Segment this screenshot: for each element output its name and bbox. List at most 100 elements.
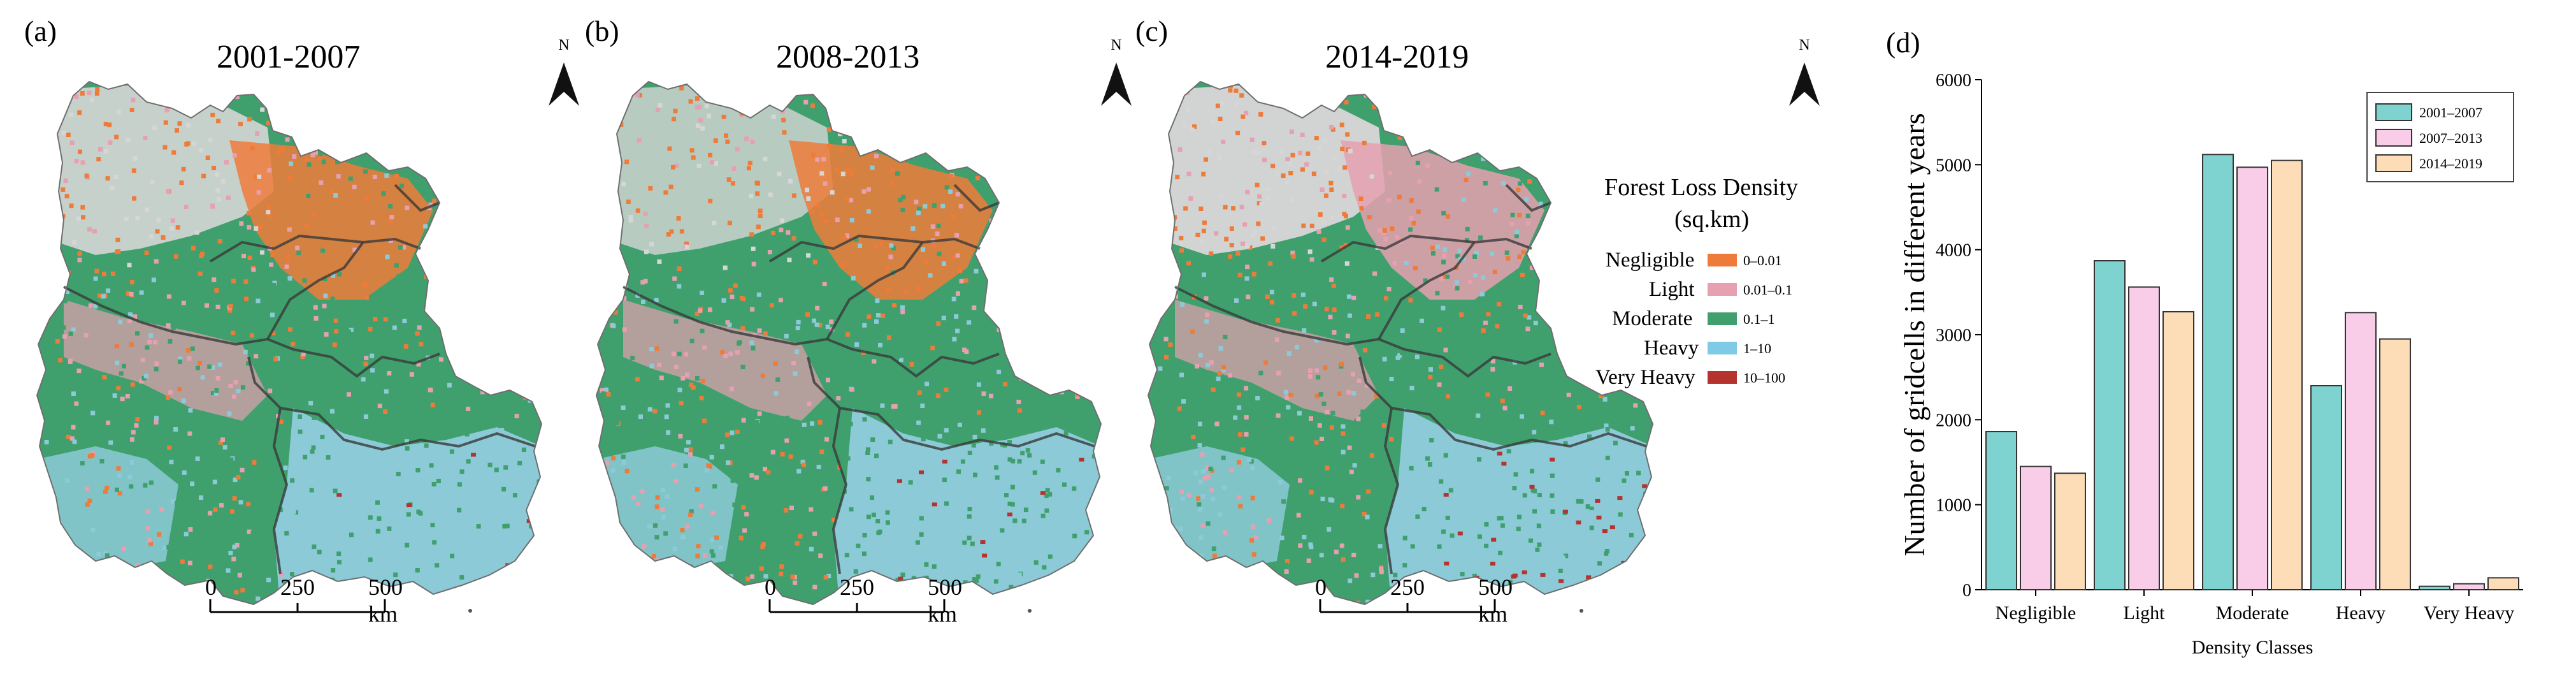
map-pixel (751, 246, 756, 251)
map-pixel (689, 383, 694, 388)
map-pixel (1309, 416, 1313, 421)
map-pixel (1249, 411, 1255, 416)
map-pixel (87, 570, 92, 575)
map-pixel (389, 215, 394, 220)
map-pixel (1176, 549, 1181, 554)
map-pixel (1257, 194, 1262, 199)
map-pixel (1220, 101, 1225, 106)
map-pixel (750, 140, 755, 145)
map-pixel (148, 272, 154, 277)
map-pixel (1347, 445, 1352, 450)
north-arrow-icon (1101, 62, 1132, 106)
map-pixel (1428, 559, 1433, 564)
map-pixel (1498, 550, 1503, 555)
map-pixel (700, 126, 705, 131)
map-pixel (733, 283, 738, 288)
map-pixel (1507, 386, 1513, 391)
map-pixel (477, 595, 481, 600)
map-pixel (1242, 222, 1248, 227)
map-pixel (1168, 342, 1173, 347)
map-pixel (1156, 476, 1161, 481)
map-pixel (512, 357, 517, 362)
map-pixel (877, 529, 882, 534)
map-pixel (1441, 305, 1446, 310)
map-pixel (406, 594, 411, 599)
map-pixel (468, 143, 473, 148)
very-heavy-pixel (896, 479, 902, 483)
map-pixel (1046, 201, 1051, 206)
map-pixel (198, 271, 203, 276)
map-pixel (1237, 392, 1242, 397)
map-pixel (1098, 553, 1101, 558)
map-pixel (512, 295, 517, 300)
map-pixel (787, 258, 792, 263)
map-pixel (1604, 423, 1609, 428)
map-pixel (989, 393, 993, 398)
map-pixel (1276, 370, 1281, 376)
map-pixel (784, 435, 788, 440)
very-heavy-pixel (1444, 561, 1450, 565)
map-pixel (369, 550, 374, 554)
map-pixel (1602, 595, 1607, 599)
map-pixel (875, 298, 880, 303)
map-pixel (94, 268, 99, 274)
legend-swatch (2375, 103, 2412, 121)
map-pixel (1268, 261, 1273, 266)
map-pixel (177, 387, 182, 392)
map-pixel (479, 134, 483, 139)
map-pixel (870, 165, 875, 170)
map-pixel (484, 337, 489, 342)
map-pixel (164, 108, 169, 113)
map-pixel (679, 85, 684, 91)
map-pixel (745, 522, 750, 527)
map-pixel (1568, 432, 1573, 437)
map-pixel (689, 148, 694, 153)
map-pixel (1544, 312, 1549, 317)
map-pixel (106, 420, 111, 425)
map-pixel (1408, 298, 1413, 303)
map-pixel (888, 122, 893, 127)
map-pixel (1559, 221, 1564, 226)
map-pixel (1450, 305, 1455, 310)
map-pixel (1010, 502, 1015, 507)
map-pixel (1389, 437, 1394, 442)
map-pixel (1337, 165, 1342, 170)
map-pixel (133, 314, 138, 319)
map-pixel (760, 544, 765, 549)
map-pixel (935, 231, 940, 237)
map-pixel (873, 244, 878, 249)
map-pixel (1201, 469, 1206, 474)
map-pixel (1028, 297, 1033, 302)
map-pixel (281, 145, 286, 150)
map-pixel (373, 317, 378, 322)
map-pixel (175, 500, 180, 506)
map-pixel (756, 292, 761, 297)
map-pixel (611, 595, 616, 601)
map-pixel (1568, 84, 1573, 89)
map-pixel (870, 337, 875, 342)
map-pixel (893, 404, 898, 409)
map-pixel (436, 479, 441, 483)
map-pixel (1318, 212, 1323, 217)
map-pixel (489, 365, 494, 370)
map-pixel (319, 180, 324, 185)
map-pixel (691, 571, 696, 576)
map-pixel (162, 545, 167, 550)
map-pixel (1249, 459, 1254, 464)
map-pixel (889, 243, 894, 248)
map-pixel (1542, 182, 1547, 187)
map-pixel (250, 422, 255, 427)
map-pixel (1417, 179, 1422, 184)
map-pixel (1314, 136, 1319, 141)
map-pixel (1538, 154, 1543, 159)
map-pixel (680, 376, 686, 381)
map-pixel (621, 182, 626, 187)
map-pixel (373, 559, 378, 564)
map-pixel (1012, 385, 1017, 390)
map-pixel (391, 147, 396, 152)
map-pixel (1527, 315, 1532, 320)
legend-range-light: 0.01–0.1 (1743, 282, 1792, 298)
map-pixel (750, 574, 754, 579)
map-pixel (260, 107, 265, 112)
map-pixel (247, 225, 252, 230)
